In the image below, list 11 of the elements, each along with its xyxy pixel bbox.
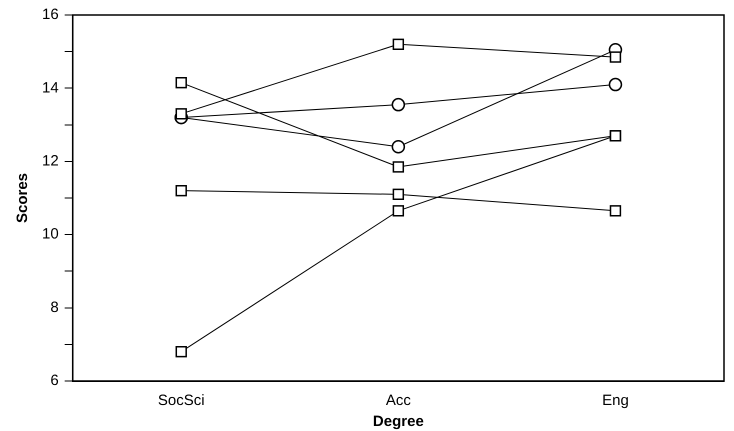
x-tick-label: Eng (602, 392, 629, 410)
y-tick-label: 16 (42, 6, 59, 24)
y-tick-label: 6 (50, 372, 59, 390)
y-tick-label: 14 (42, 79, 59, 96)
y-axis-title: Scores (14, 172, 32, 224)
x-tick-label: Acc (386, 392, 412, 410)
x-tick-label: SocSci (158, 392, 205, 410)
y-tick-label: 10 (42, 226, 59, 243)
y-tick-label: 8 (50, 298, 59, 316)
y-tick-label: 12 (42, 152, 59, 170)
x-axis-title: Degree (372, 413, 424, 430)
